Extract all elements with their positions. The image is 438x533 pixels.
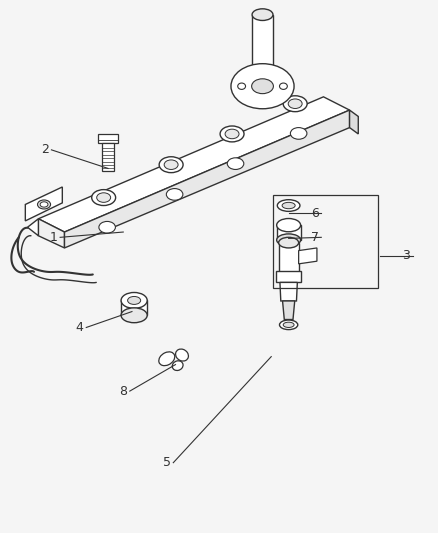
Ellipse shape <box>231 63 294 109</box>
Ellipse shape <box>172 361 183 370</box>
Polygon shape <box>39 219 64 248</box>
Polygon shape <box>121 301 147 316</box>
Text: 4: 4 <box>76 321 84 334</box>
Polygon shape <box>280 282 297 301</box>
Ellipse shape <box>99 221 116 233</box>
Polygon shape <box>25 187 62 221</box>
Ellipse shape <box>225 129 239 139</box>
Ellipse shape <box>290 127 307 139</box>
Ellipse shape <box>97 193 111 203</box>
Polygon shape <box>252 14 273 89</box>
Ellipse shape <box>252 79 273 94</box>
Ellipse shape <box>166 189 183 200</box>
Ellipse shape <box>164 160 178 169</box>
Ellipse shape <box>127 296 141 304</box>
Ellipse shape <box>121 293 147 309</box>
Ellipse shape <box>288 99 302 109</box>
Ellipse shape <box>159 352 175 366</box>
Ellipse shape <box>277 234 300 246</box>
Ellipse shape <box>252 9 273 20</box>
Text: 6: 6 <box>311 207 319 220</box>
Ellipse shape <box>227 158 244 169</box>
Text: 1: 1 <box>49 231 57 244</box>
Ellipse shape <box>283 96 307 112</box>
Ellipse shape <box>92 190 116 206</box>
Ellipse shape <box>279 320 298 329</box>
Ellipse shape <box>38 200 50 209</box>
Ellipse shape <box>238 83 246 90</box>
Ellipse shape <box>220 126 244 142</box>
Ellipse shape <box>277 200 300 212</box>
Ellipse shape <box>279 83 287 90</box>
Ellipse shape <box>279 237 299 248</box>
Text: 5: 5 <box>163 456 171 469</box>
Polygon shape <box>39 97 350 232</box>
Text: 8: 8 <box>119 385 127 398</box>
Polygon shape <box>28 219 39 236</box>
Ellipse shape <box>40 202 48 207</box>
Ellipse shape <box>121 308 147 322</box>
Polygon shape <box>276 271 301 282</box>
Ellipse shape <box>282 203 295 209</box>
Ellipse shape <box>159 157 183 173</box>
Polygon shape <box>299 248 317 264</box>
Text: 7: 7 <box>311 231 319 244</box>
Ellipse shape <box>277 219 300 232</box>
Polygon shape <box>283 301 295 319</box>
Polygon shape <box>277 225 300 240</box>
Polygon shape <box>102 143 114 171</box>
Ellipse shape <box>176 349 188 361</box>
Polygon shape <box>99 134 117 143</box>
Text: 2: 2 <box>41 143 49 156</box>
Ellipse shape <box>283 322 294 327</box>
Polygon shape <box>350 110 358 134</box>
Polygon shape <box>279 243 299 272</box>
Text: 3: 3 <box>402 249 410 262</box>
Polygon shape <box>64 110 350 248</box>
